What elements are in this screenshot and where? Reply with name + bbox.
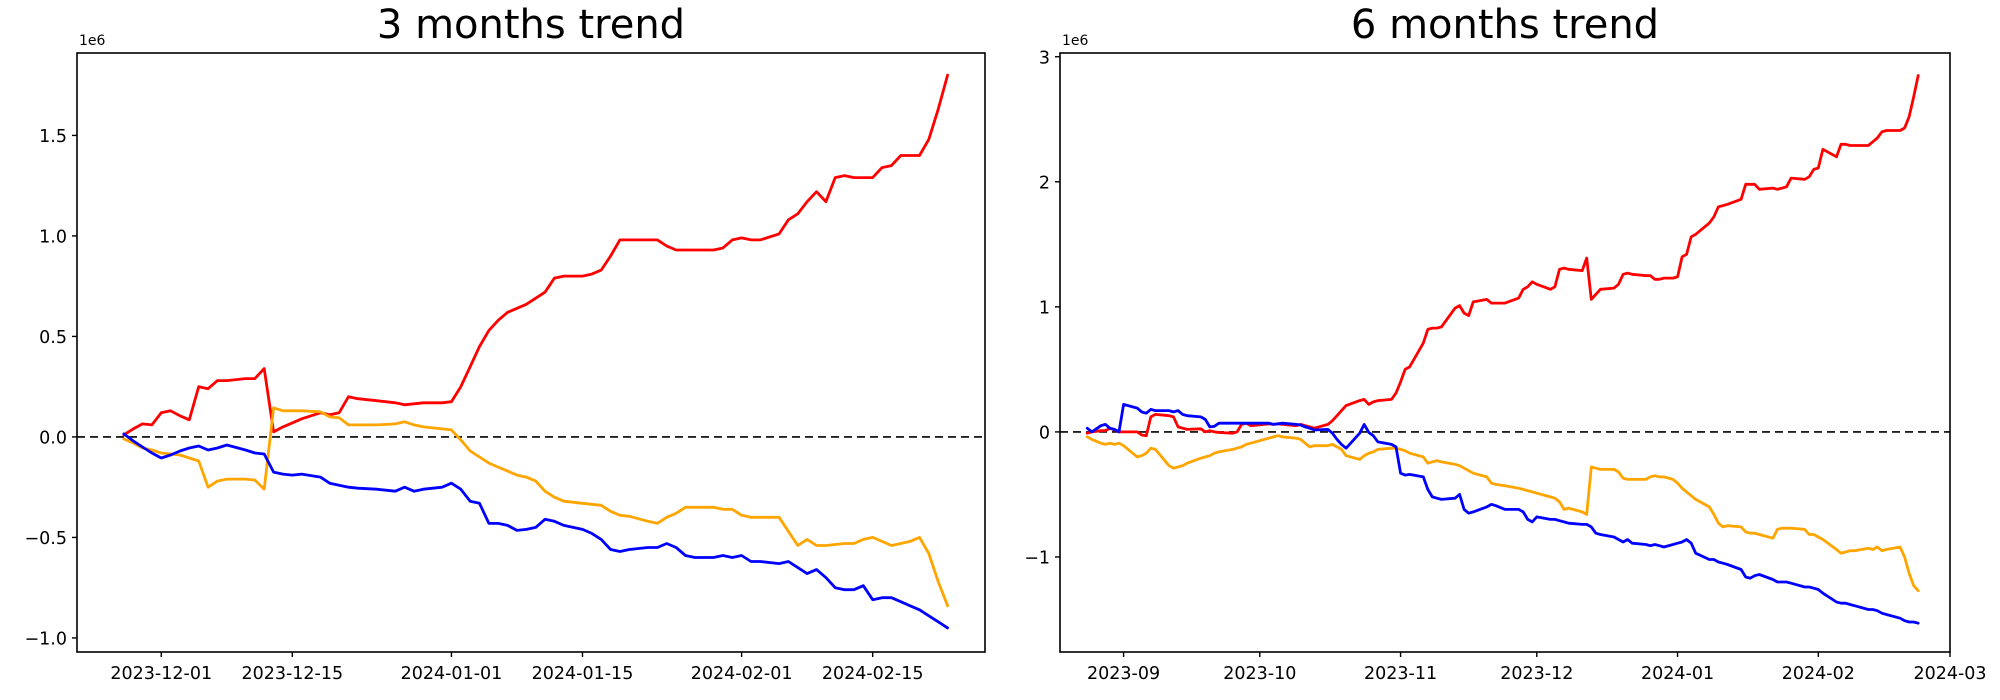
x-tick-label: 2023-12-01: [110, 664, 212, 684]
x-tick-label: 2024-02: [1782, 664, 1855, 684]
series-line-blue: [1085, 402, 1920, 625]
axes-frame: [76, 52, 986, 653]
y-tick-label: −1: [1024, 548, 1050, 568]
y-tick-label: 1.0: [39, 227, 67, 247]
x-tick-label: 2023-12-15: [241, 664, 343, 684]
x-tick-label: 2024-02-01: [691, 664, 793, 684]
x-tick-label: 2024-03: [1913, 664, 1986, 684]
axis-offset-label: 1e6: [1062, 33, 1089, 49]
x-tick-label: 2023-09: [1087, 664, 1160, 684]
x-tick-label: 2023-12: [1500, 664, 1573, 684]
x-tick-label: 2024-02-15: [822, 664, 924, 684]
chart-3-months-panel: 3 months trend −1.0 −0.5 0.0 0.5 1.0 1.5 2023-…: [25, 2, 986, 684]
chart-title-6-months: 6 months trend: [1350, 2, 1660, 48]
y-tick-label: 0.0: [39, 428, 67, 448]
y-tick-label: 2: [1039, 173, 1050, 193]
x-tick-label: 2023-10: [1223, 664, 1296, 684]
x-tick-label: 2024-01-15: [532, 664, 634, 684]
x-tick-label: 2023-11: [1364, 664, 1437, 684]
series-line-orange: [122, 406, 949, 608]
axis-offset-label: 1e6: [79, 33, 106, 49]
series-line-orange: [1085, 434, 1920, 593]
y-tick-label: 3: [1039, 48, 1050, 68]
y-tick-label: 0.5: [39, 328, 67, 348]
chart-6-months-panel: 6 months trend −1 0 1 2 3 2023-09 2023-10 2023-…: [1000, 0, 2000, 700]
axes-frame: [1059, 52, 1951, 653]
y-tick-label: 0: [1039, 423, 1050, 443]
series-line-red: [122, 73, 949, 437]
y-tick-label: −0.5: [25, 529, 68, 549]
x-tick-label: 2024-01: [1641, 664, 1714, 684]
series-line-blue: [122, 432, 949, 630]
x-tick-label: 2024-01-01: [401, 664, 503, 684]
y-tick-label: 1: [1039, 298, 1050, 318]
series-line-red: [1085, 74, 1920, 438]
y-tick-label: 1.5: [39, 127, 67, 147]
chart-canvas: −1.0 −0.5 0.0 0.5 1.0 1.5 2023-12-01 2023-12-15…: [25, 33, 986, 684]
chart-title-3-months: 3 months trend: [376, 2, 686, 48]
chart-canvas: −1 0 1 2 3 2023-09 2023-10 2023-11 2023-12 2024-0…: [1024, 33, 1986, 684]
y-tick-label: −1.0: [25, 629, 68, 649]
